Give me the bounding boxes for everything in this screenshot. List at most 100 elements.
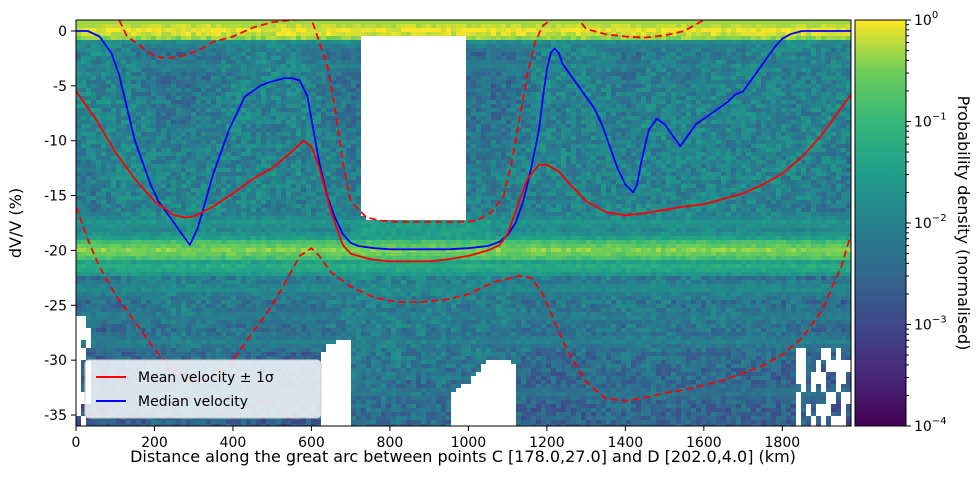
heatmap-cell — [156, 216, 161, 220]
heatmap-cell — [286, 312, 291, 316]
heatmap-cell — [121, 108, 126, 112]
heatmap-cell — [276, 136, 281, 140]
heatmap-cell — [226, 28, 231, 32]
heatmap-cell — [111, 168, 116, 172]
heatmap-cell — [111, 160, 116, 164]
heatmap-cell — [101, 236, 106, 240]
heatmap-cell — [311, 288, 316, 292]
heatmap-cell — [126, 296, 131, 300]
heatmap-cell — [81, 212, 86, 216]
heatmap-cell — [121, 176, 126, 180]
heatmap-cell — [281, 352, 286, 356]
heatmap-cell — [91, 296, 96, 300]
heatmap-cell — [306, 316, 311, 320]
heatmap-cell — [216, 140, 221, 144]
heatmap-cell — [81, 76, 86, 80]
heatmap-cell — [296, 256, 301, 260]
heatmap-cell — [231, 320, 236, 324]
heatmap-cell — [281, 232, 286, 236]
heatmap-cell — [286, 40, 291, 44]
heatmap-cell — [256, 184, 261, 188]
heatmap-cell — [271, 152, 276, 156]
heatmap-cell — [236, 212, 241, 216]
heatmap-cell — [281, 252, 286, 256]
heatmap-cell — [236, 192, 241, 196]
heatmap-cell — [281, 424, 286, 426]
heatmap-cell — [101, 212, 106, 216]
heatmap-cell — [111, 32, 116, 36]
heatmap-cell — [301, 220, 306, 224]
heatmap-cell — [306, 76, 311, 80]
heatmap-cell — [176, 188, 181, 192]
heatmap-cell — [131, 88, 136, 92]
heatmap-cell — [81, 256, 86, 260]
heatmap-cell — [96, 60, 101, 64]
heatmap-cell — [211, 272, 216, 276]
heatmap-cell — [141, 176, 146, 180]
heatmap-cell — [96, 420, 101, 424]
heatmap-cell — [196, 324, 201, 328]
heatmap-cell — [101, 60, 106, 64]
heatmap-cell — [96, 348, 101, 352]
heatmap-cell — [91, 312, 96, 316]
heatmap-cell — [106, 356, 111, 360]
heatmap-cell — [186, 204, 191, 208]
heatmap-cell — [141, 348, 146, 352]
heatmap-cell — [151, 100, 156, 104]
heatmap-cell — [166, 204, 171, 208]
heatmap-cell — [86, 40, 91, 44]
heatmap-cell — [226, 136, 231, 140]
heatmap-cell — [256, 348, 261, 352]
heatmap-cell — [206, 272, 211, 276]
heatmap-cell — [236, 76, 241, 80]
heatmap-cell — [261, 184, 266, 188]
heatmap-cell — [91, 348, 96, 352]
heatmap-cell — [181, 176, 186, 180]
heatmap-cell — [251, 44, 256, 48]
heatmap-cell — [226, 132, 231, 136]
heatmap-cell — [251, 20, 256, 24]
heatmap-cell — [301, 184, 306, 188]
heatmap-cell — [106, 132, 111, 136]
heatmap-cell — [171, 116, 176, 120]
heatmap-cell — [251, 92, 256, 96]
heatmap-cell — [121, 212, 126, 216]
heatmap-cell — [81, 60, 86, 64]
heatmap-cell — [141, 180, 146, 184]
heatmap-cell — [96, 228, 101, 232]
heatmap-cell — [306, 180, 311, 184]
heatmap-cell — [131, 304, 136, 308]
heatmap-cell — [286, 44, 291, 48]
heatmap-cell — [131, 200, 136, 204]
heatmap-cell — [266, 128, 271, 132]
heatmap-cell — [161, 324, 166, 328]
heatmap-cell — [116, 148, 121, 152]
heatmap-cell — [206, 88, 211, 92]
heatmap-cell — [206, 304, 211, 308]
heatmap-cell — [121, 328, 126, 332]
heatmap-cell — [116, 92, 121, 96]
heatmap-cell — [291, 280, 296, 284]
heatmap-cell — [86, 140, 91, 144]
heatmap-cell — [296, 20, 301, 24]
heatmap-cell — [111, 252, 116, 256]
heatmap-cell — [251, 256, 256, 260]
heatmap-cell — [111, 96, 116, 100]
heatmap-cell — [291, 88, 296, 92]
heatmap-cell — [256, 44, 261, 48]
heatmap-cell — [266, 324, 271, 328]
heatmap-cell — [251, 56, 256, 60]
heatmap-cell — [136, 92, 141, 96]
heatmap-cell — [151, 264, 156, 268]
heatmap-cell — [236, 176, 241, 180]
heatmap-cell — [101, 284, 106, 288]
heatmap-cell — [141, 276, 146, 280]
heatmap-cell — [321, 232, 326, 236]
heatmap-cell — [111, 232, 116, 236]
heatmap-cell — [156, 40, 161, 44]
heatmap-cell — [271, 44, 276, 48]
heatmap-cell — [151, 296, 156, 300]
heatmap-cell — [156, 48, 161, 52]
heatmap-cell — [221, 280, 226, 284]
heatmap-cell — [96, 140, 101, 144]
